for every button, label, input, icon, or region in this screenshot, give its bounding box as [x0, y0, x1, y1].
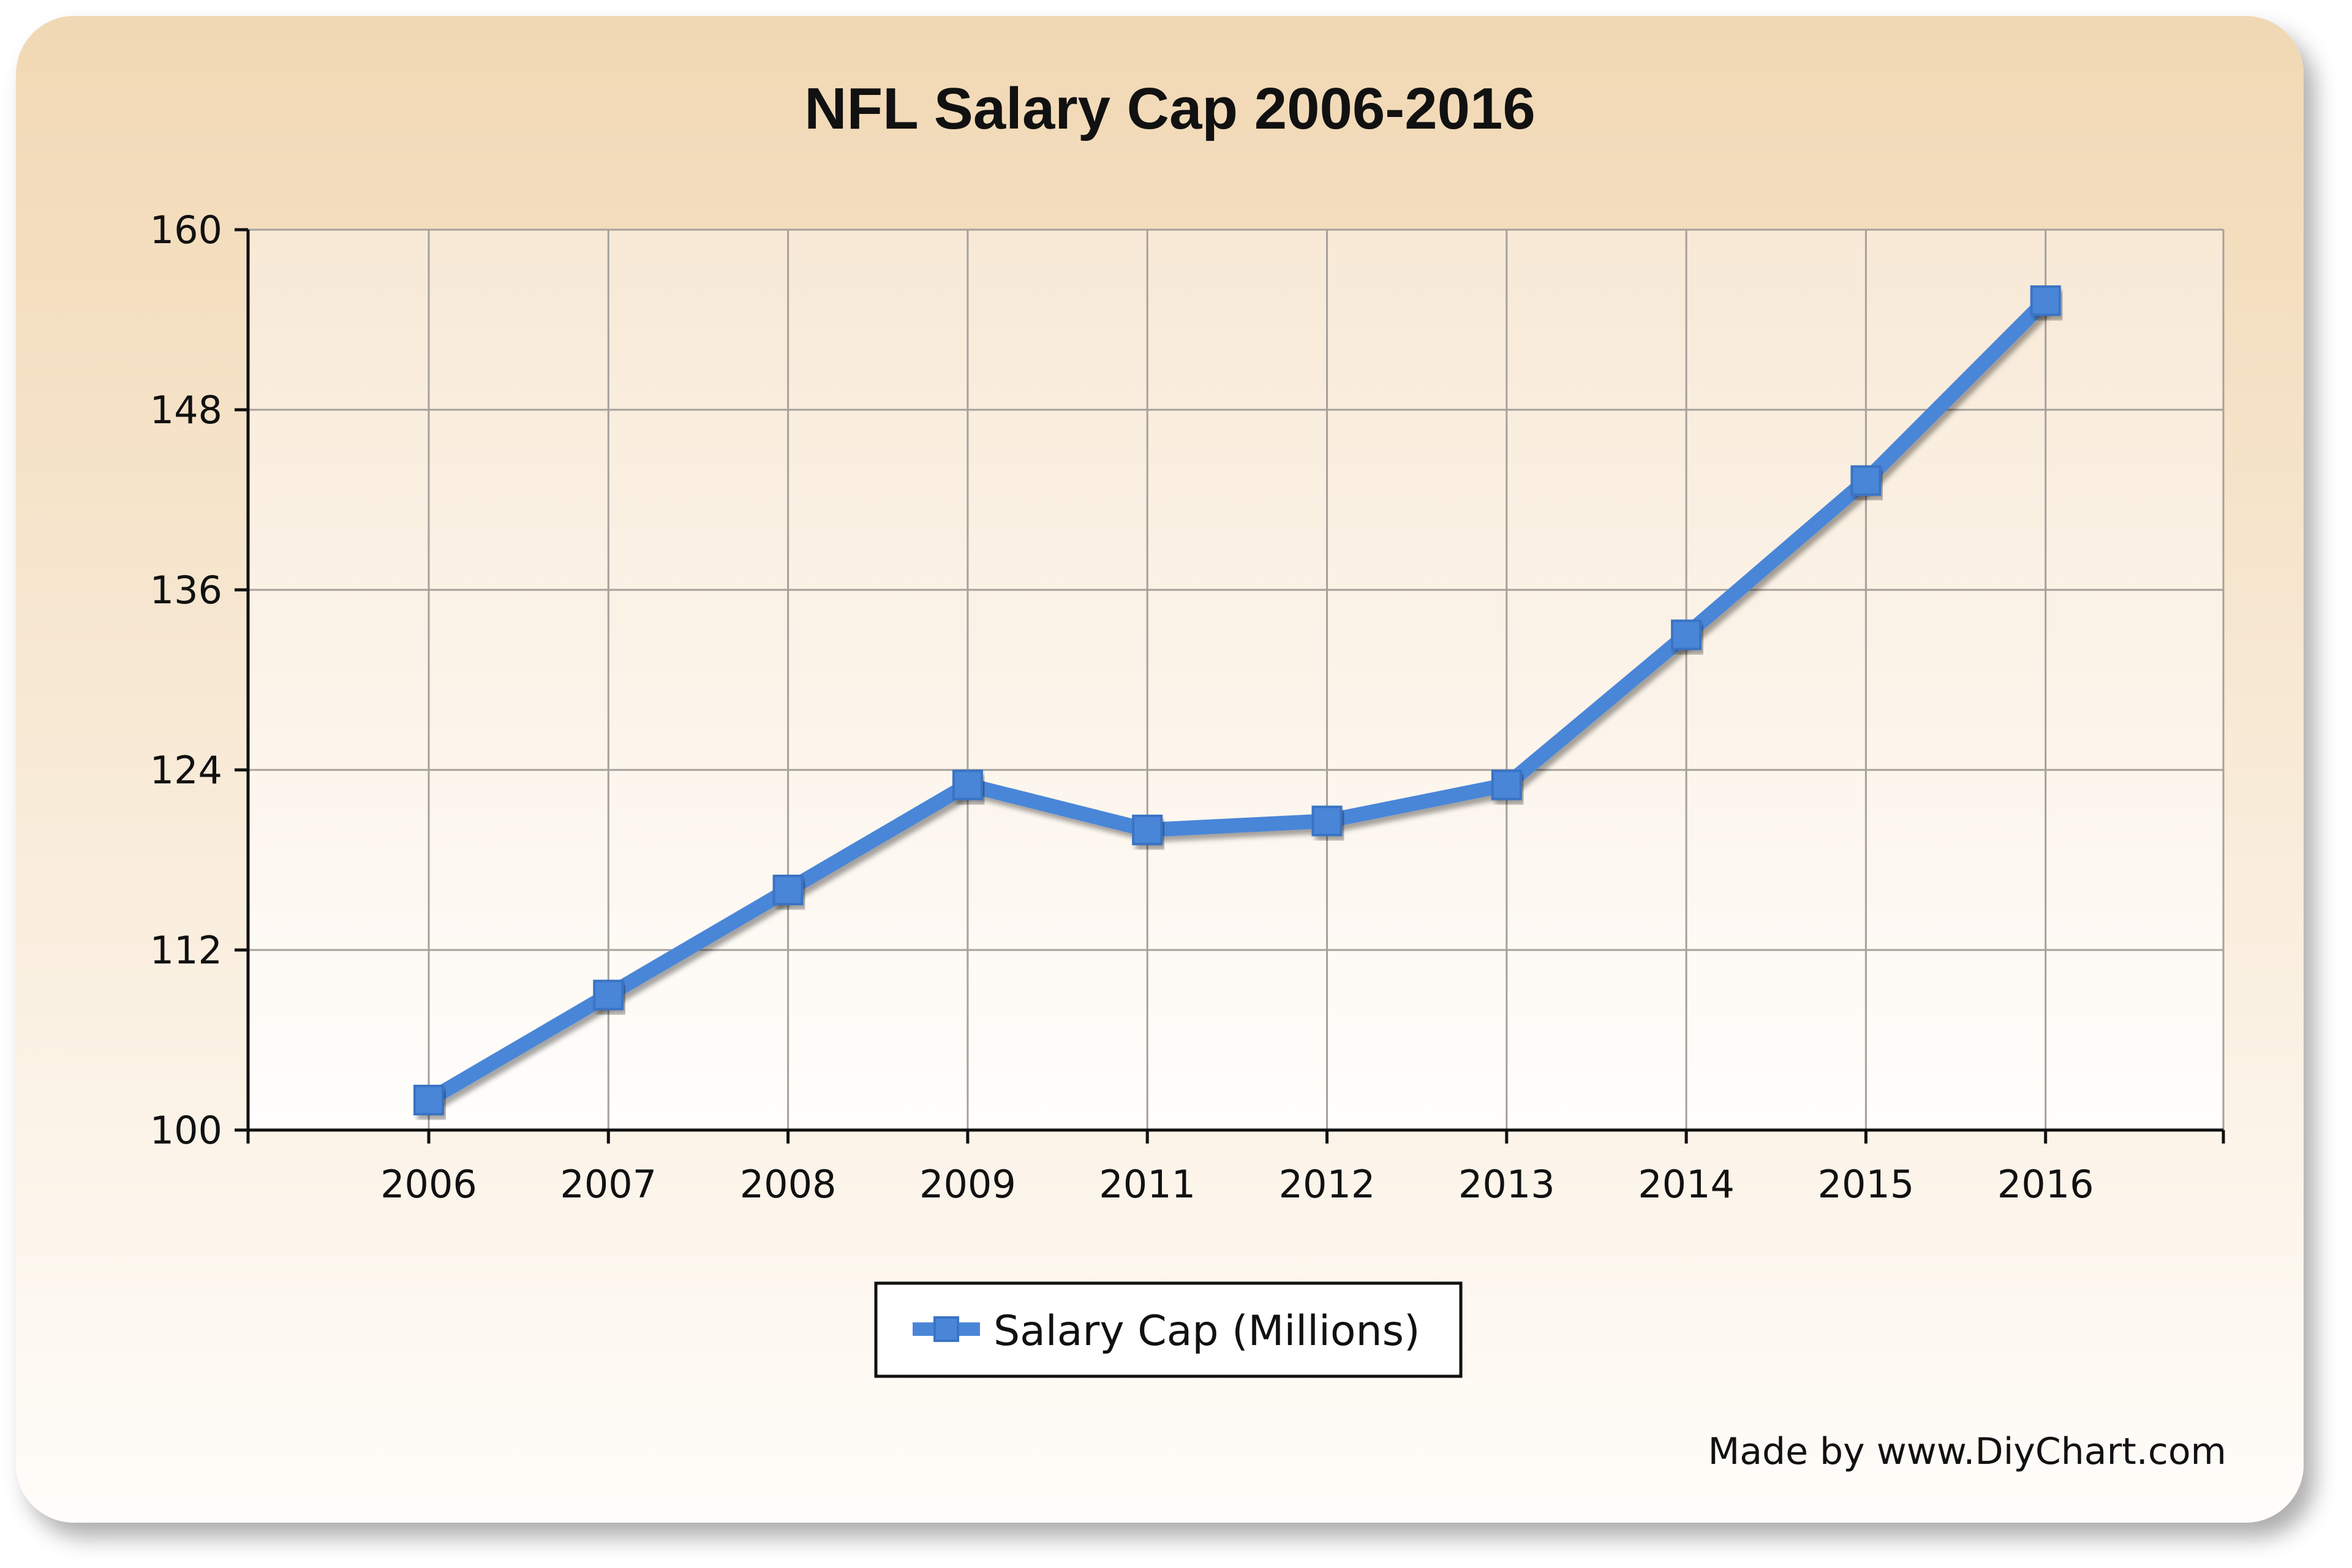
y-tick-label: 112	[150, 928, 222, 973]
x-tick-label: 2015	[1818, 1162, 1915, 1207]
x-tick-label: 2014	[1638, 1162, 1735, 1207]
x-tick-label: 2013	[1458, 1162, 1555, 1207]
data-point-marker	[1132, 815, 1163, 845]
gridlines	[248, 228, 2225, 1130]
y-tick-labels: 100 112 124 136 148 160	[150, 208, 222, 1153]
data-point-marker	[952, 769, 983, 801]
series-salary-cap	[413, 285, 2061, 1115]
x-tick-label: 2006	[380, 1162, 477, 1207]
legend: Salary Cap (Millions)	[874, 1281, 1463, 1378]
x-tick-label: 2008	[740, 1162, 837, 1207]
plot-area	[248, 230, 2223, 1130]
data-point-marker	[593, 979, 624, 1011]
y-tick-label: 100	[150, 1108, 222, 1153]
series-line	[421, 293, 2053, 1107]
x-tick-label: 2007	[560, 1162, 657, 1207]
data-point-marker	[413, 1085, 444, 1115]
data-point-marker	[1311, 805, 1343, 837]
chart-title: NFL Salary Cap 2006-2016	[804, 76, 1536, 141]
data-point-marker	[1671, 619, 1702, 650]
data-point-marker	[1491, 769, 1522, 801]
legend-marker-swatch	[933, 1316, 959, 1342]
y-tick-label: 160	[150, 208, 222, 252]
axes	[235, 228, 2225, 1144]
x-tick-label: 2011	[1099, 1162, 1196, 1207]
credit-text: Made by www.DiyChart.com	[1708, 1430, 2226, 1473]
y-tick-label: 148	[150, 388, 222, 432]
y-tick-label: 124	[150, 748, 222, 793]
x-tick-labels: 2006 2007 2008 2009 2011 2012 2013 2014 2015 2016	[380, 1162, 2094, 1207]
data-point-marker	[2030, 285, 2061, 316]
y-tick-label: 136	[150, 568, 222, 612]
data-point-marker	[1850, 465, 1882, 496]
x-tick-label: 2012	[1279, 1162, 1376, 1207]
x-tick-label: 2016	[1997, 1162, 2094, 1207]
legend-label: Salary Cap (Millions)	[993, 1307, 1420, 1355]
data-point-marker	[772, 875, 804, 905]
x-tick-label: 2009	[919, 1162, 1016, 1207]
